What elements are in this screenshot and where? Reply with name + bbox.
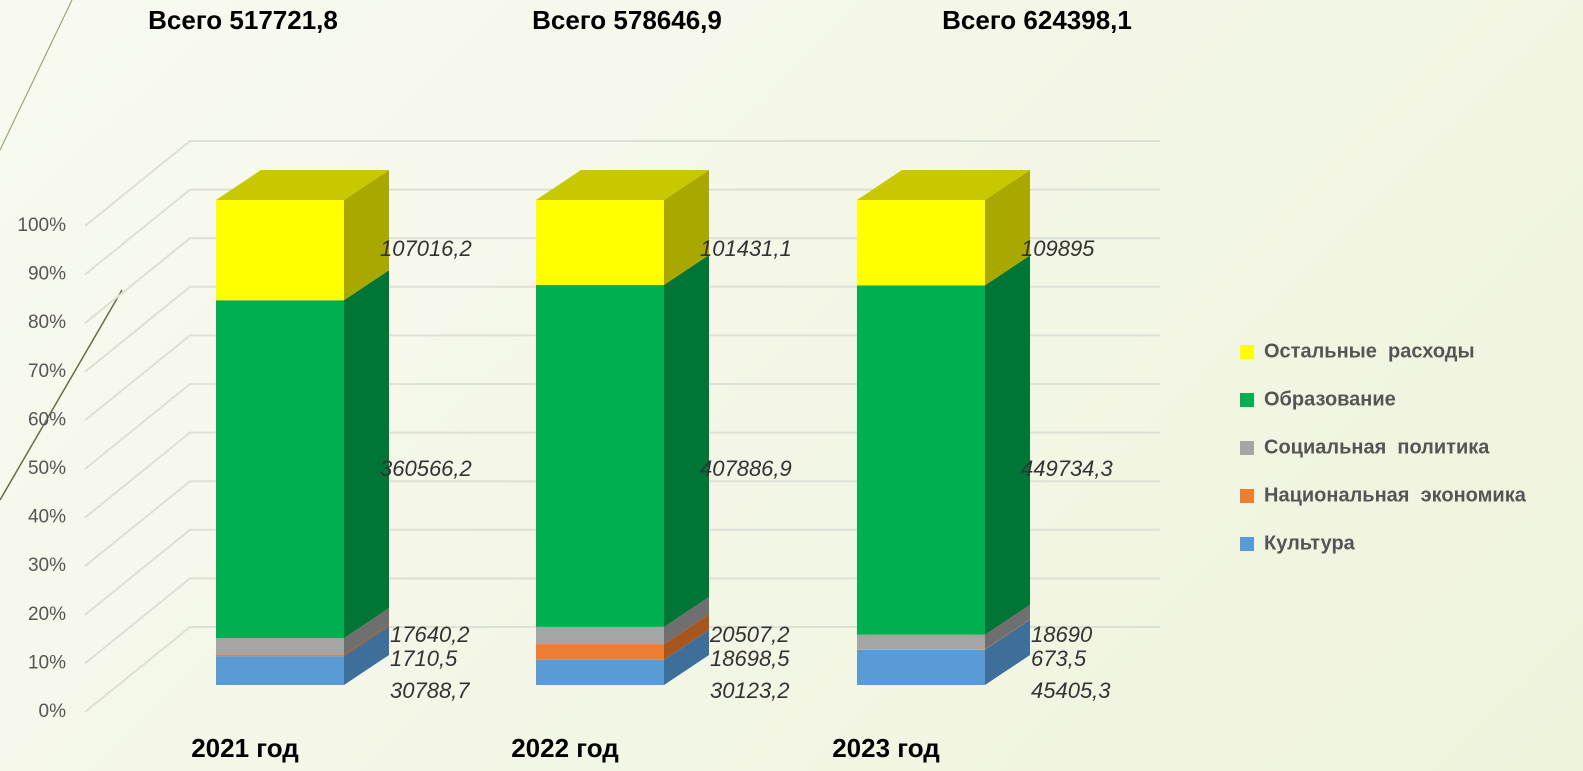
grid-line <box>84 285 1160 373</box>
bar-segment <box>536 626 664 645</box>
legend-swatch <box>1240 441 1254 455</box>
bar-top <box>857 170 1030 200</box>
value-label: 407886,9 <box>700 456 792 481</box>
bar-segment <box>857 649 985 650</box>
bar-segment <box>216 654 344 657</box>
bar-segment <box>536 644 664 660</box>
bar-segment <box>536 659 664 685</box>
y-tick-label: 10% <box>28 652 66 673</box>
y-tick-label: 90% <box>28 264 66 285</box>
bar-side <box>985 170 1030 286</box>
grid-line <box>84 188 1160 276</box>
legend-label: Национальная экономика <box>1264 484 1527 506</box>
legend-swatch <box>1240 393 1254 407</box>
legend-swatch <box>1240 345 1254 359</box>
value-label: 30788,7 <box>390 678 470 703</box>
grid-line <box>84 480 1160 567</box>
legend-label: Остальные расходы <box>1264 340 1475 362</box>
bar-side <box>664 255 709 627</box>
y-tick-label: 100% <box>17 215 66 236</box>
bar-segment <box>216 656 344 685</box>
decor-line <box>0 0 73 151</box>
grid-line <box>84 528 1160 616</box>
legend-label: Культура <box>1264 532 1356 554</box>
category-label: 2022 год <box>511 733 619 763</box>
bar-side <box>344 626 389 685</box>
grid-line <box>84 140 1160 227</box>
bar-top <box>536 170 709 200</box>
legend-swatch <box>1240 537 1254 551</box>
bar-segment <box>216 638 344 655</box>
grid-line <box>84 626 1160 713</box>
bar-side <box>344 624 389 657</box>
value-label: 360566,2 <box>380 456 472 481</box>
legend-label: Социальная политика <box>1264 436 1490 458</box>
bar-side <box>664 614 709 660</box>
grid-line <box>84 577 1160 665</box>
y-tick-label: 0% <box>39 701 67 722</box>
y-tick-label: 30% <box>28 555 66 576</box>
value-label: 673,5 <box>1031 646 1087 671</box>
category-label: 2023 год <box>832 733 940 763</box>
value-label: 18690 <box>1031 622 1093 647</box>
value-label: 45405,3 <box>1031 678 1111 703</box>
value-label: 17640,2 <box>390 622 470 647</box>
legend-label: Образование <box>1264 388 1396 410</box>
bar-side <box>664 629 709 685</box>
total-label: Всего 578646,9 <box>532 5 722 35</box>
total-label: Всего 624398,1 <box>942 5 1132 35</box>
y-tick-label: 80% <box>28 312 66 333</box>
bar-side <box>985 619 1030 650</box>
bar-segment <box>857 649 985 685</box>
bar-segment <box>857 634 985 650</box>
grid-line <box>84 237 1160 324</box>
bar-side <box>985 604 1030 650</box>
grid-line <box>84 383 1160 470</box>
value-label: 449734,3 <box>1021 456 1114 481</box>
bar-segment <box>536 285 664 627</box>
value-label: 20507,2 <box>709 622 790 647</box>
value-label: 30123,2 <box>710 678 790 703</box>
bar-top <box>216 170 389 200</box>
bar-side <box>344 608 389 655</box>
bar-side <box>985 619 1030 685</box>
category-label: 2021 год <box>191 733 299 763</box>
legend-swatch <box>1240 489 1254 503</box>
value-label: 18698,5 <box>710 646 790 671</box>
y-tick-label: 40% <box>28 507 66 528</box>
bar-side <box>664 596 709 645</box>
y-tick-label: 60% <box>28 409 66 430</box>
value-label: 101431,1 <box>700 236 792 261</box>
value-label: 1710,5 <box>390 646 458 671</box>
grid-line <box>84 334 1160 422</box>
total-label: Всего 517721,8 <box>148 5 338 35</box>
bar-segment <box>216 200 344 301</box>
value-label: 107016,2 <box>380 236 472 261</box>
grid-line <box>84 431 1160 519</box>
y-tick-label: 50% <box>28 458 66 479</box>
bar-side <box>664 170 709 286</box>
y-tick-label: 70% <box>28 361 66 382</box>
bar-side <box>985 255 1030 635</box>
bar-side <box>344 270 389 639</box>
bar-segment <box>536 200 664 286</box>
bar-segment <box>857 285 985 635</box>
y-tick-label: 20% <box>28 604 66 625</box>
value-label: 109895 <box>1021 236 1095 261</box>
bar-segment <box>216 300 344 639</box>
decor-line <box>0 289 123 501</box>
bar-side <box>344 170 389 301</box>
bar-segment <box>857 200 985 286</box>
